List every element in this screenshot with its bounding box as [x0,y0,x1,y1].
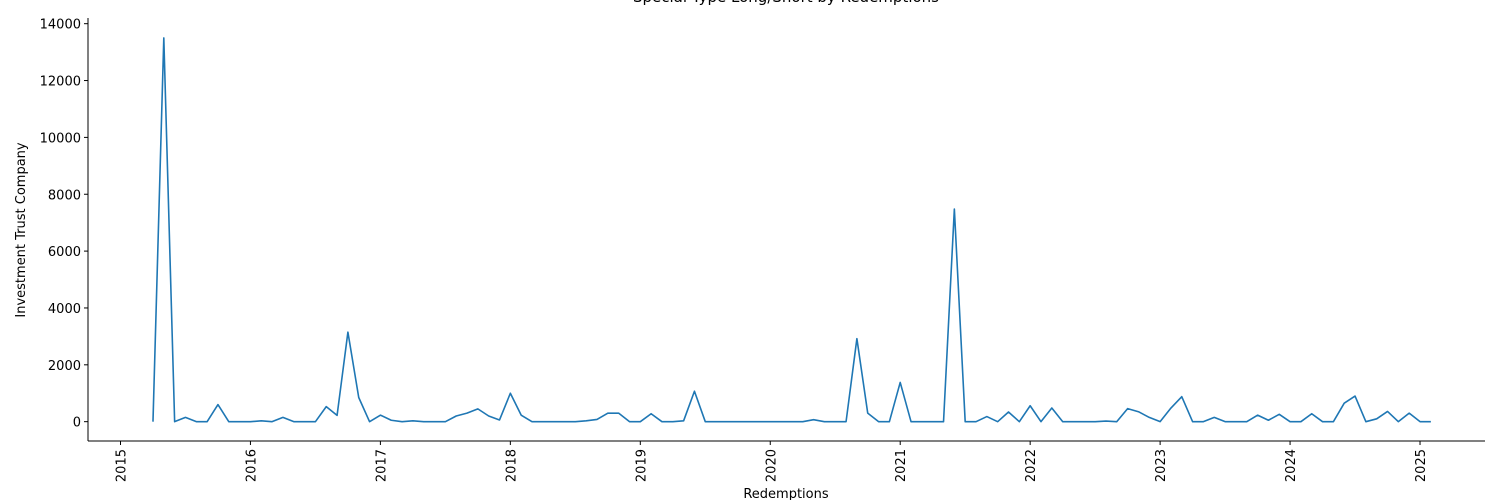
x-axis-label: Redemptions [743,487,829,500]
y-tick-label: 10000 [40,131,81,146]
x-tick-label: 2020 [764,449,779,482]
x-tick-label: 2025 [1414,449,1429,482]
x-tick-label: 2015 [114,449,129,482]
x-tick-label: 2021 [894,449,909,482]
y-tick-label: 6000 [48,245,81,260]
y-tick-label: 12000 [40,75,81,90]
x-tick-label: 2019 [634,449,649,482]
y-axis-label: Investment Trust Company [14,142,29,318]
x-tick-label: 2024 [1284,449,1299,482]
x-tick-label: 2023 [1154,449,1169,482]
x-tick-label: 2017 [374,449,389,482]
y-tick-label: 4000 [48,302,81,317]
y-tick-label: 2000 [48,359,81,374]
x-tick-label: 2016 [244,449,259,482]
y-tick-label: 8000 [48,188,81,203]
y-tick-label: 0 [73,416,81,431]
line [152,37,1431,423]
x-tick-label: 2022 [1024,449,1039,482]
x-tick-label: 2018 [504,449,519,482]
y-tick-label: 14000 [40,18,81,33]
chart-title: Special Type Long/Short by Redemptions [633,0,939,6]
